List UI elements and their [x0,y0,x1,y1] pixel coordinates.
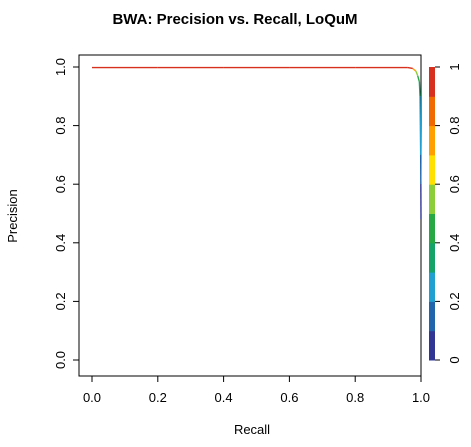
x-axis-label: Recall [234,422,270,437]
y-tick-label: 0.2 [53,292,68,310]
x-tick-label: 1.0 [412,390,430,405]
colorbar-segment [429,272,435,302]
colorbar-segment [429,184,435,214]
series-line-segment [412,67,417,72]
y-axis-label: Precision [5,189,20,242]
x-axis: 0.0 0.2 0.4 0.6 0.8 1.0 [83,375,430,405]
series-line-segment [407,66,413,70]
plot-frame [78,54,422,377]
colorbar-segment [429,154,435,185]
series-line-segment [417,75,421,82]
x-tick-label: 0.8 [346,390,364,405]
colorbar-tick-label: 0.4 [447,234,462,252]
x-tick-label: 0.6 [280,390,298,405]
x-tick-label: 0.2 [149,390,167,405]
colorbar-segment [429,330,435,361]
y-tick-label: 0.8 [53,117,68,135]
colorbar-tick-label: 0 [447,356,462,363]
colorbar-segment [429,125,435,156]
y-tick-label: 0.0 [53,351,68,369]
colorbar-tick-label: 0.8 [447,117,462,135]
series-line-segment [415,71,419,77]
chart-title: BWA: Precision vs. Recall, LoQuM [112,11,357,28]
colorbar-segment [429,96,435,127]
colorbar-segment [429,301,435,332]
colorbar-segment [429,67,435,97]
x-tick-label: 0.4 [215,390,233,405]
x-tick-label: 0.0 [83,390,101,405]
colorbar-tick-label: 0.6 [447,175,462,193]
series-line-segment [418,81,421,97]
colorbar-segment [429,213,435,244]
colorbar-tick-label: 1 [447,63,462,70]
y-axis: 0.0 0.2 0.4 0.6 0.8 1.0 [53,58,80,369]
y-tick-label: 0.4 [53,234,68,252]
colorbar: 0 0.2 0.4 0.6 0.8 1 [429,63,462,364]
series-layer [92,66,422,220]
y-tick-label: 1.0 [53,58,68,76]
colorbar-tick-label: 0.2 [447,292,462,310]
colorbar-segment [429,242,435,273]
y-tick-label: 0.6 [53,175,68,193]
